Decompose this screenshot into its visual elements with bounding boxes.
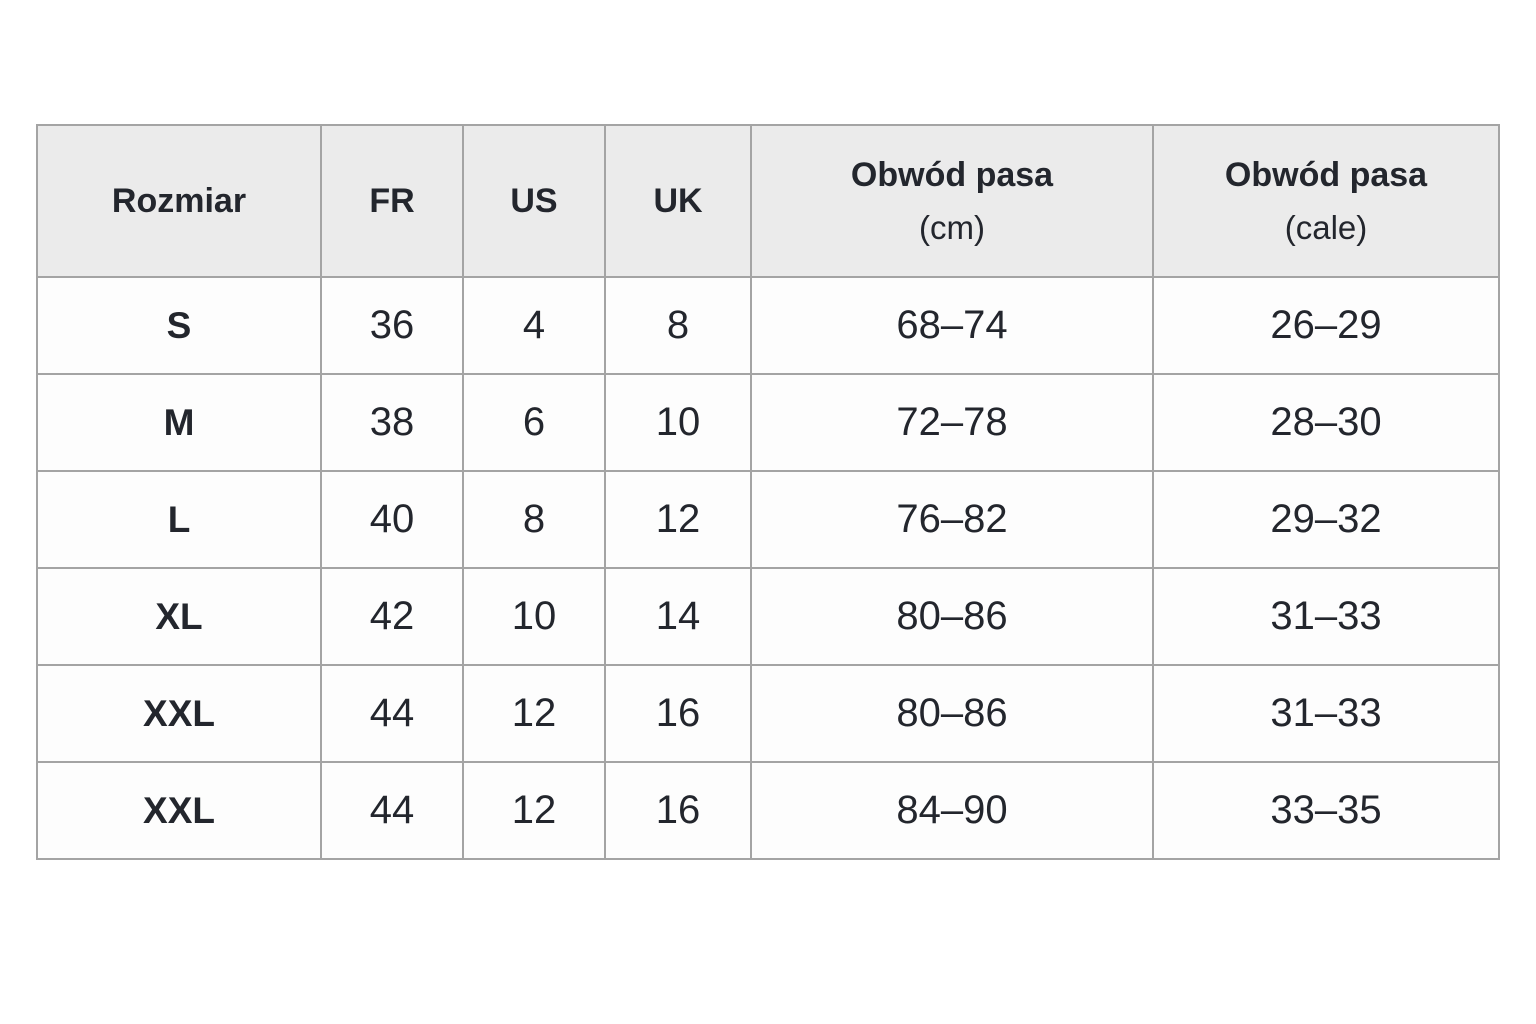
header-row: Rozmiar FR US UK Obwód pasa (cm) Obwód p… — [36, 124, 1500, 278]
uk-cell: 12 — [604, 470, 752, 569]
size-cell: XXL — [36, 664, 322, 763]
header-title: UK — [653, 181, 703, 220]
waist-inches-cell: 29–32 — [1152, 470, 1500, 569]
table-row-m: M 38 6 10 72–78 28–30 — [36, 373, 1500, 472]
size-cell: M — [36, 373, 322, 472]
fr-cell: 44 — [320, 664, 464, 763]
header-title: US — [510, 181, 558, 220]
uk-cell: 8 — [604, 276, 752, 375]
header-title: Rozmiar — [111, 181, 247, 220]
header-title: FR — [369, 181, 415, 220]
size-cell: XL — [36, 567, 322, 666]
size-cell: S — [36, 276, 322, 375]
table-row-xl: XL 42 10 14 80–86 31–33 — [36, 567, 1500, 666]
waist-inches-cell: 31–33 — [1152, 567, 1500, 666]
uk-cell: 10 — [604, 373, 752, 472]
header-subtitle: (cm) — [919, 208, 985, 246]
table-header: Rozmiar FR US UK Obwód pasa (cm) Obwód p… — [36, 124, 1500, 278]
table-row-xxl-1: XXL 44 12 16 80–86 31–33 — [36, 664, 1500, 763]
header-title: Obwód pasa — [850, 156, 1054, 195]
table-row-xxl-2: XXL 44 12 16 84–90 33–35 — [36, 761, 1500, 860]
header-cell-waist-inches: Obwód pasa (cale) — [1152, 124, 1500, 278]
uk-cell: 16 — [604, 664, 752, 763]
size-chart-table: Rozmiar FR US UK Obwód pasa (cm) Obwód p… — [36, 124, 1500, 860]
waist-cm-cell: 72–78 — [750, 373, 1154, 472]
size-chart-container: Rozmiar FR US UK Obwód pasa (cm) Obwód p… — [36, 124, 1500, 860]
us-cell: 10 — [462, 567, 606, 666]
us-cell: 12 — [462, 664, 606, 763]
header-cell-uk: UK — [604, 124, 752, 278]
us-cell: 12 — [462, 761, 606, 860]
uk-cell: 14 — [604, 567, 752, 666]
waist-inches-cell: 28–30 — [1152, 373, 1500, 472]
fr-cell: 42 — [320, 567, 464, 666]
waist-cm-cell: 80–86 — [750, 567, 1154, 666]
header-cell-rozmiar: Rozmiar — [36, 124, 322, 278]
us-cell: 6 — [462, 373, 606, 472]
fr-cell: 38 — [320, 373, 464, 472]
waist-cm-cell: 76–82 — [750, 470, 1154, 569]
waist-inches-cell: 33–35 — [1152, 761, 1500, 860]
table-row-s: S 36 4 8 68–74 26–29 — [36, 276, 1500, 375]
table-row-l: L 40 8 12 76–82 29–32 — [36, 470, 1500, 569]
fr-cell: 44 — [320, 761, 464, 860]
waist-cm-cell: 80–86 — [750, 664, 1154, 763]
waist-inches-cell: 26–29 — [1152, 276, 1500, 375]
size-cell: L — [36, 470, 322, 569]
waist-cm-cell: 84–90 — [750, 761, 1154, 860]
header-cell-fr: FR — [320, 124, 464, 278]
header-title: Obwód pasa — [1224, 156, 1428, 195]
uk-cell: 16 — [604, 761, 752, 860]
fr-cell: 36 — [320, 276, 464, 375]
size-cell: XXL — [36, 761, 322, 860]
header-cell-us: US — [462, 124, 606, 278]
waist-cm-cell: 68–74 — [750, 276, 1154, 375]
header-cell-waist-cm: Obwód pasa (cm) — [750, 124, 1154, 278]
table-body: S 36 4 8 68–74 26–29 M 38 6 10 72–78 28–… — [36, 276, 1500, 860]
header-subtitle: (cale) — [1284, 208, 1368, 246]
us-cell: 8 — [462, 470, 606, 569]
fr-cell: 40 — [320, 470, 464, 569]
waist-inches-cell: 31–33 — [1152, 664, 1500, 763]
us-cell: 4 — [462, 276, 606, 375]
